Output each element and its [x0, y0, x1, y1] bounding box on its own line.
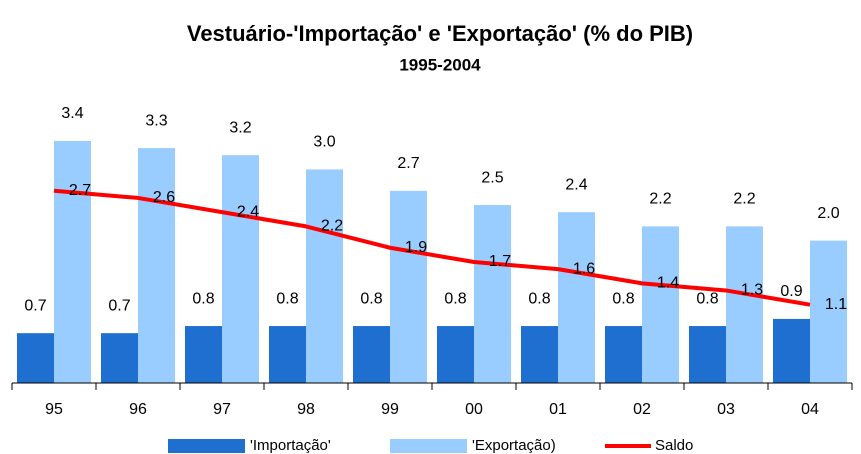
bar: [437, 326, 474, 383]
data-label: 0.8: [528, 290, 550, 307]
chart-subtitle: 1995-2004: [399, 55, 481, 74]
bar: [101, 333, 138, 383]
legend-label: 'Importação': [250, 437, 331, 454]
bar: [689, 326, 726, 383]
legend-label: 'Exportação): [472, 437, 556, 454]
data-label: 1.9: [405, 239, 427, 256]
bar: [138, 148, 175, 383]
data-label: 1.7: [489, 253, 511, 270]
x-tick-label: 02: [633, 401, 651, 418]
bar: [185, 326, 222, 383]
legend-swatch: [390, 439, 467, 453]
data-label: 1.1: [825, 296, 847, 313]
data-label: 0.8: [696, 290, 718, 307]
bar: [521, 326, 558, 383]
x-tick-label: 03: [717, 401, 735, 418]
data-label: 0.9: [780, 283, 802, 300]
data-label: 2.2: [649, 191, 671, 208]
data-label: 3.3: [145, 112, 167, 129]
data-label: 1.3: [741, 282, 763, 299]
data-label: 2.7: [69, 182, 91, 199]
data-label: 0.8: [276, 290, 298, 307]
x-tick-label: 99: [381, 401, 399, 418]
bar: [474, 205, 511, 383]
bar: [642, 226, 679, 383]
bar: [810, 240, 847, 383]
bar: [353, 326, 390, 383]
data-label: 0.8: [192, 290, 214, 307]
data-label: 3.2: [229, 119, 251, 136]
data-label: 1.4: [657, 275, 679, 292]
data-label: 0.8: [444, 290, 466, 307]
legend-swatch: [168, 439, 245, 453]
data-label: 0.7: [108, 297, 130, 314]
bar: [306, 169, 343, 383]
data-label: 2.4: [237, 203, 259, 220]
x-tick-label: 04: [801, 401, 819, 418]
bar: [390, 190, 427, 383]
data-label: 3.4: [61, 105, 83, 122]
bar: [54, 140, 91, 383]
data-label: 2.6: [153, 189, 175, 206]
data-label: 2.7: [397, 155, 419, 172]
data-label: 2.2: [321, 218, 343, 235]
data-label: 0.8: [612, 290, 634, 307]
x-tick-label: 98: [297, 401, 315, 418]
line: [53, 188, 811, 307]
bar: [726, 226, 763, 383]
bar: [773, 318, 810, 383]
data-label: 2.4: [565, 176, 587, 193]
x-tick-label: 95: [45, 401, 63, 418]
data-label: 0.7: [24, 297, 46, 314]
x-tick-label: 01: [549, 401, 567, 418]
data-label: 3.0: [313, 134, 335, 151]
chart-title: Vestuário-'Importação' e 'Exportação' (%…: [187, 21, 693, 46]
data-label: 0.8: [360, 290, 382, 307]
x-tick-label: 97: [213, 401, 231, 418]
bar: [558, 212, 595, 383]
bar: [605, 326, 642, 383]
bar: [17, 333, 54, 383]
bar: [269, 326, 306, 383]
bar: [222, 155, 259, 383]
data-label: 1.6: [573, 260, 595, 277]
data-label: 2.5: [481, 169, 503, 186]
legend-label: Saldo: [655, 437, 693, 454]
data-label: 2.0: [817, 205, 839, 222]
x-tick-label: 00: [465, 401, 483, 418]
data-label: 2.2: [733, 191, 755, 208]
x-tick-label: 96: [129, 401, 147, 418]
